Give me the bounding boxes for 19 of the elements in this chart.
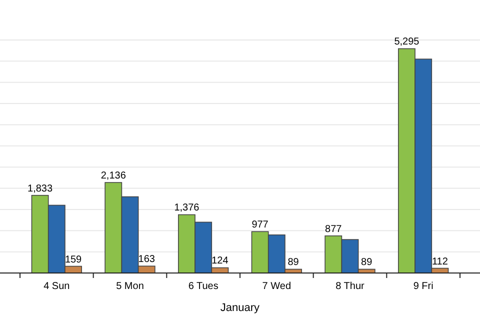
data-label: 977: [252, 220, 269, 231]
x-tick-label: 6 Tues: [188, 281, 218, 292]
data-label: 89: [288, 257, 300, 268]
x-tick-label: 8 Thur: [336, 281, 366, 292]
x-tick-label: 9 Fri: [413, 281, 434, 292]
x-tick-label: 7 Wed: [262, 281, 292, 292]
data-label: 124: [212, 256, 229, 267]
data-label: 159: [64, 254, 82, 266]
data-label: 163: [138, 254, 156, 266]
x-tick-label: 4 Sun: [44, 281, 70, 292]
data-label: 89: [361, 257, 373, 268]
data-label: 1,376: [174, 202, 200, 214]
x-axis-title: January: [220, 302, 260, 314]
data-label: 5,295: [394, 36, 420, 48]
data-label: 1,833: [28, 183, 53, 194]
data-label: 877: [325, 224, 342, 235]
data-label: 112: [432, 256, 448, 268]
data-label: 2,136: [100, 170, 126, 182]
x-tick-label: 5 Mon: [116, 281, 144, 292]
